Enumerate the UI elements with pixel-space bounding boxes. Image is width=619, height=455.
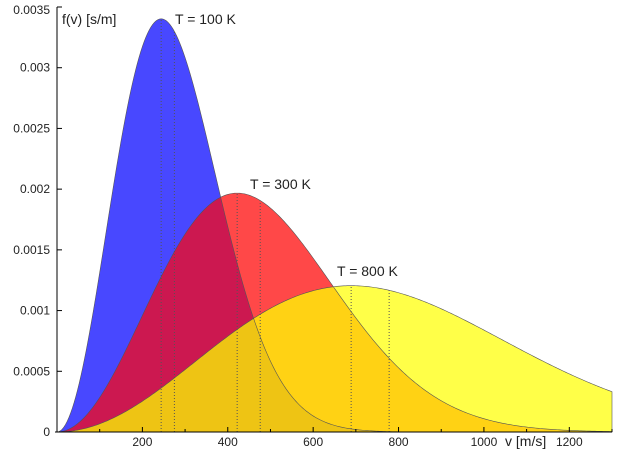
y-tick-label: 0.0035 [13,3,50,17]
x-tick-label: 800 [389,435,409,449]
y-tick-label: 0 [43,425,50,439]
curve-line-300k [56,192,613,433]
y-tick-label: 0.001 [20,304,50,318]
x-tick-label: 200 [132,435,152,449]
y-tick-label: 0.0005 [13,364,50,378]
y-tick-label: 0.003 [20,61,50,75]
x-tick-label: 1000 [471,435,498,449]
y-tick-label: 0.002 [20,182,50,196]
x-tick-label: 600 [303,435,323,449]
series-label-800k: T = 800 K [337,263,399,279]
x-tick-label: 1200 [556,435,583,449]
y-tick-label: 0.0025 [13,121,50,135]
series-label-100k: T = 100 K [175,11,237,27]
x-axis-label: v [m/s] [505,433,546,449]
curve-line-800k [56,285,613,433]
series-label-300k: T = 300 K [250,176,312,192]
x-tick-label: 400 [218,435,238,449]
y-tick-label: 0.0015 [13,243,50,257]
y-axis-label: f(v) [s/m] [62,11,116,27]
